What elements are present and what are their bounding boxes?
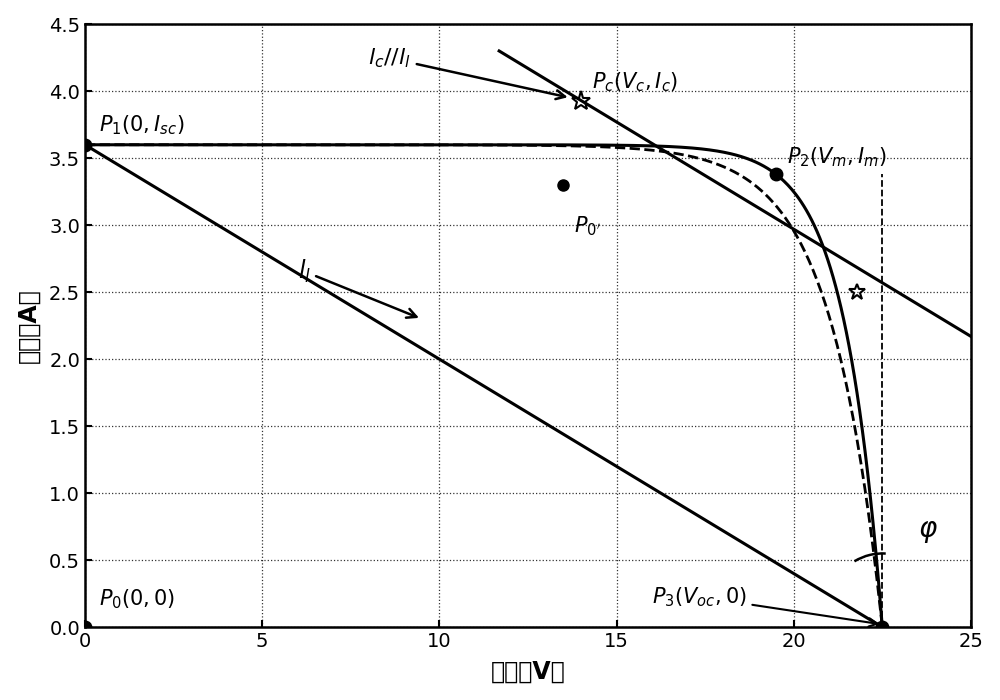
Text: $\varphi$: $\varphi$	[918, 517, 938, 545]
Y-axis label: 电流（A）: 电流（A）	[17, 288, 41, 363]
Text: $P_1(0,I_{sc})$: $P_1(0,I_{sc})$	[99, 113, 185, 136]
Text: $l_l$: $l_l$	[298, 258, 416, 318]
Text: $P_3(V_{oc},0)$: $P_3(V_{oc},0)$	[652, 585, 877, 626]
Text: $P_{0'}$: $P_{0'}$	[574, 214, 601, 238]
Text: $P_c(V_c,I_c)$: $P_c(V_c,I_c)$	[592, 70, 678, 94]
Text: $l_c//l_l$: $l_c//l_l$	[368, 46, 565, 99]
X-axis label: 电压（V）: 电压（V）	[491, 659, 565, 683]
Text: $P_2(V_m,I_m)$: $P_2(V_m,I_m)$	[787, 146, 886, 169]
Text: $P_0(0,0)$: $P_0(0,0)$	[99, 587, 175, 611]
